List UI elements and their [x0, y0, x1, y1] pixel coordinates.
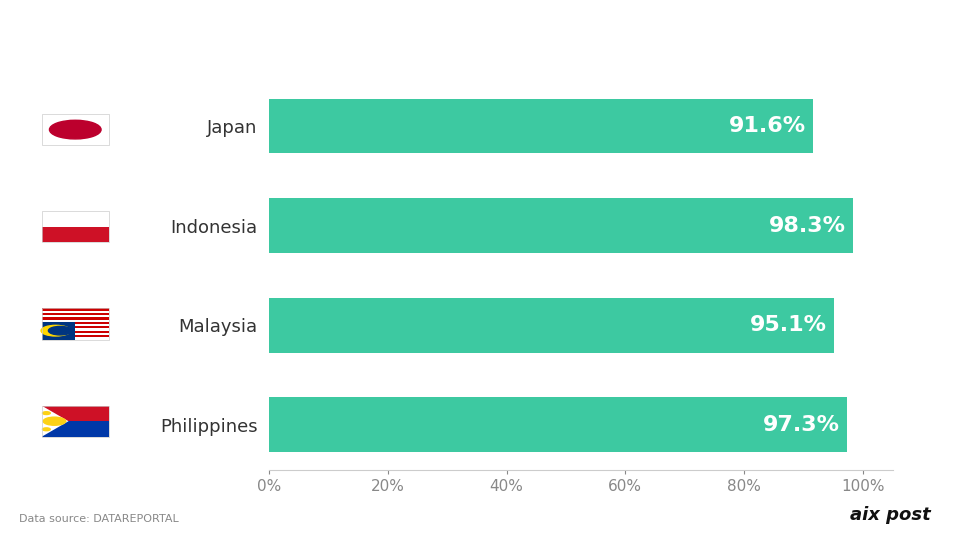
Bar: [41, 406, 108, 421]
Bar: [41, 322, 75, 340]
Bar: [269, 397, 847, 452]
Bar: [41, 308, 108, 340]
Bar: [41, 211, 108, 242]
Bar: [269, 198, 853, 253]
Bar: [41, 333, 108, 335]
Bar: [41, 318, 108, 320]
Bar: [41, 330, 108, 333]
Text: 97.3%: 97.3%: [763, 415, 840, 435]
Circle shape: [43, 417, 65, 425]
Bar: [269, 99, 813, 153]
Bar: [41, 320, 108, 322]
Text: Data source: DATAREPORTAL: Data source: DATAREPORTAL: [19, 514, 179, 524]
Bar: [41, 313, 108, 315]
Bar: [41, 406, 108, 437]
Bar: [41, 324, 108, 326]
Bar: [41, 211, 108, 227]
Circle shape: [48, 326, 72, 335]
Text: 95.1%: 95.1%: [750, 315, 827, 335]
Bar: [41, 322, 108, 324]
Bar: [41, 335, 108, 338]
Circle shape: [50, 120, 101, 139]
Bar: [41, 421, 108, 437]
Circle shape: [42, 428, 50, 431]
Circle shape: [58, 420, 65, 423]
Circle shape: [41, 325, 70, 336]
Bar: [41, 308, 108, 310]
Bar: [41, 338, 108, 340]
Circle shape: [42, 411, 50, 415]
Bar: [269, 298, 834, 353]
Bar: [41, 310, 108, 313]
Bar: [41, 114, 108, 145]
Bar: [41, 227, 108, 242]
Text: aix post: aix post: [851, 506, 931, 524]
Bar: [41, 328, 108, 330]
Bar: [41, 315, 108, 318]
Bar: [41, 326, 108, 328]
Text: 91.6%: 91.6%: [729, 116, 806, 136]
Text: 98.3%: 98.3%: [769, 215, 846, 235]
Polygon shape: [41, 406, 68, 437]
Text: Percentage of Users Accessing Internet via Mobile Phones: Percentage of Users Accessing Internet v…: [68, 19, 892, 43]
